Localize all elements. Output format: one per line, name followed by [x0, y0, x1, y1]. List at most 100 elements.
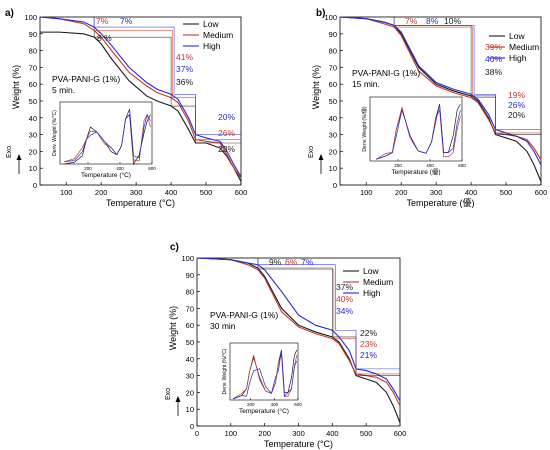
x-tick-label: 600: [235, 188, 248, 197]
y-tick-label: 70: [29, 63, 37, 72]
y-tick-label: 80: [29, 47, 37, 56]
x-tick-label: 400: [326, 429, 339, 438]
exo-arrow-head: [318, 154, 324, 160]
mass-loss-label: 20%: [508, 110, 525, 120]
inset-x-tick-label: 600: [294, 402, 302, 407]
legend-entry: Low: [509, 31, 525, 41]
inset-y-label: Deriv. Weight (%/°C): [222, 348, 228, 394]
x-tick-label: 300: [130, 188, 143, 197]
mass-loss-label: 26%: [508, 100, 525, 110]
inset-x-tick-label: 200: [247, 402, 255, 407]
inset-x-tick-label: 400: [116, 166, 124, 171]
inset-x-label: Temperature (°C): [239, 407, 289, 415]
step-guide-medium: [93, 17, 241, 140]
step-guide-high: [257, 258, 400, 370]
panel-label: c): [170, 242, 179, 253]
exo-label: Exo: [6, 146, 13, 158]
time-label: 30 min: [210, 321, 236, 331]
legend-entry: High: [363, 288, 381, 298]
mass-loss-label: 36%: [176, 77, 193, 87]
y-tick-label: 70: [186, 304, 194, 313]
y-tick-label: 40: [329, 114, 337, 123]
mass-loss-label: 7%: [120, 16, 133, 26]
mass-loss-label: 26%: [218, 128, 235, 138]
x-axis-label: Temperature (優): [406, 197, 474, 208]
inset-x-label: Temperature (優): [391, 167, 440, 176]
mass-loss-label: 38%: [485, 67, 502, 77]
inset-y-label: Deriv. Weight (%/°C): [52, 110, 58, 156]
series-line-low: [40, 31, 242, 182]
y-tick-label: 10: [29, 164, 37, 173]
inset-x-tick-label: 400: [271, 402, 279, 407]
mass-loss-label: 40%: [336, 294, 353, 304]
mass-loss-label: 23%: [218, 144, 235, 154]
inset-curve-high: [375, 104, 461, 160]
y-tick-label: 0: [333, 181, 337, 190]
x-tick-label: 600: [535, 188, 548, 197]
y-tick-label: 0: [190, 422, 194, 431]
mass-loss-label: 22%: [360, 328, 377, 338]
mass-loss-label: 7%: [96, 16, 109, 26]
y-tick-label: 100: [324, 13, 337, 22]
inset-curve-high: [232, 349, 298, 400]
exo-arrow-head: [16, 154, 22, 160]
y-tick-label: 50: [29, 97, 37, 106]
exo-arrow-head: [175, 396, 181, 402]
mass-loss-label: 37%: [176, 64, 193, 74]
y-tick-label: 60: [329, 80, 337, 89]
inset-dtg: 200 400 600 Temperature (°C) Deriv. Weight (…: [52, 101, 156, 179]
inset-curve-medium: [232, 354, 298, 400]
inset-dtg: 200 400 600 Temperature (°C) Deriv. Weight (…: [222, 342, 302, 415]
y-tick-label: 20: [329, 147, 337, 156]
x-tick-label: 500: [500, 188, 513, 197]
exo-label: Exo: [165, 388, 172, 400]
x-tick-label: 400: [165, 188, 178, 197]
x-tick-label: 100: [360, 188, 373, 197]
x-tick-label: 0: [195, 429, 199, 438]
chart-panel-3: 0 10 20 30 40 50 60 70 80 90 100 0 100 200 300 400 500 60…: [165, 242, 406, 449]
y-tick-label: 90: [29, 30, 37, 39]
inset-frame: [59, 101, 153, 165]
x-tick-label: 200: [95, 188, 108, 197]
y-tick-label: 50: [186, 338, 194, 347]
legend-entry: High: [203, 41, 221, 51]
inset-frame: [369, 96, 463, 162]
mass-loss-label: 40%: [485, 54, 502, 64]
inset-x-tick-label: 200: [84, 166, 92, 171]
y-tick-label: 60: [186, 321, 194, 330]
x-axis-label: Temperature (°C): [264, 439, 333, 449]
inset-y-label: Deriv. Weight (%/優): [361, 106, 368, 151]
mass-loss-label: 21%: [360, 350, 377, 360]
x-tick-label: 200: [395, 188, 408, 197]
y-tick-label: 80: [186, 288, 194, 297]
y-tick-label: 30: [186, 372, 194, 381]
sample-label: PVA-PANI-G (1%): [352, 68, 420, 78]
y-tick-label: 10: [329, 164, 337, 173]
panel-label: a): [5, 8, 14, 19]
x-tick-label: 300: [430, 188, 443, 197]
step-guide-high: [393, 17, 541, 130]
mass-loss-label: 7%: [405, 16, 418, 26]
y-tick-label: 20: [186, 388, 194, 397]
mass-loss-label: 41%: [176, 52, 193, 62]
panel-label: b): [316, 8, 325, 19]
y-tick-label: 60: [29, 80, 37, 89]
legend-entry: Medium: [509, 42, 539, 52]
mass-loss-label: 6%: [285, 257, 298, 267]
x-tick-label: 500: [200, 188, 213, 197]
y-tick-label: 0: [33, 181, 37, 190]
y-tick-label: 90: [186, 271, 194, 280]
exo-label: Exo: [308, 146, 315, 158]
legend-entry: Medium: [363, 277, 393, 287]
x-tick-label: 300: [292, 429, 305, 438]
mass-loss-label: 10%: [444, 16, 461, 26]
y-axis-label: Weight (%): [168, 306, 178, 350]
step-guide-medium: [257, 258, 400, 375]
legend-entry: High: [509, 53, 527, 63]
inset-x-tick-label: 600: [458, 163, 466, 168]
inset-x-label: Temperature (°C): [81, 171, 131, 179]
step-guide-medium: [393, 17, 541, 134]
step-guide-high: [93, 17, 241, 135]
x-tick-label: 100: [60, 188, 73, 197]
